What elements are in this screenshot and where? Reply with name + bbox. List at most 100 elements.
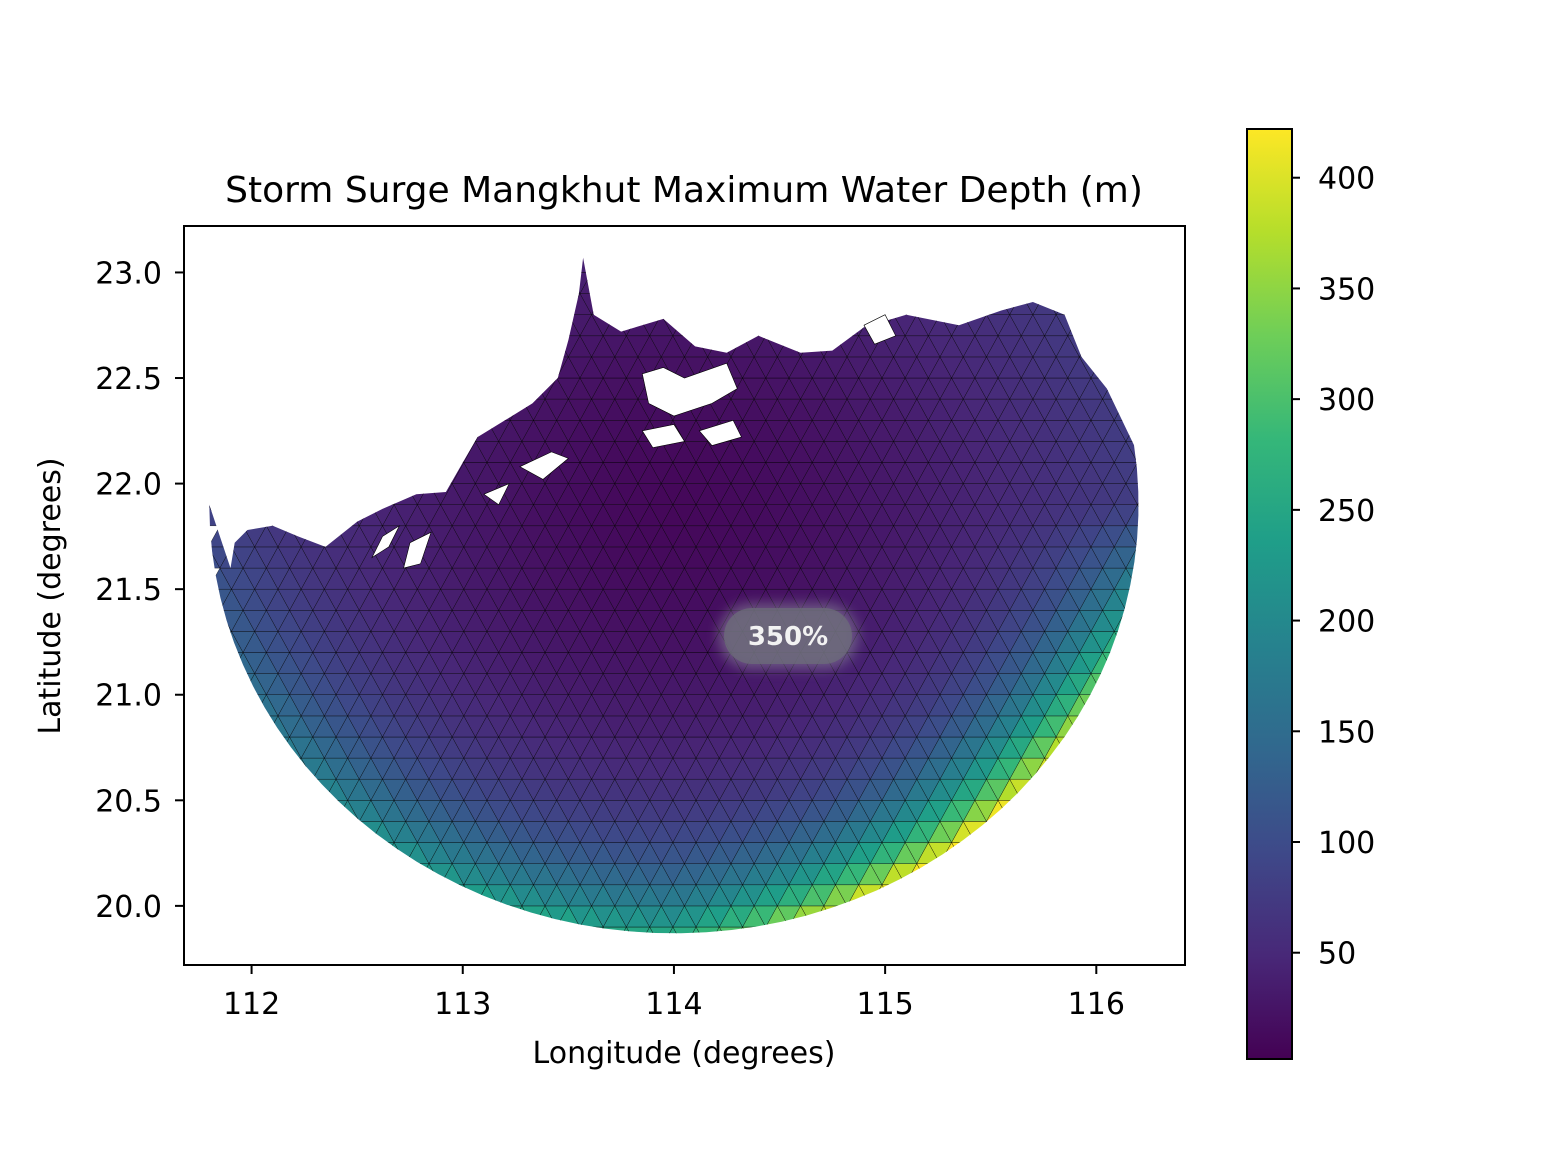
- mesh-cell: [1161, 294, 1184, 315]
- mesh-cell: [904, 271, 929, 294]
- zoom-indicator-text: 350%: [748, 622, 828, 652]
- mesh-cell: [231, 778, 256, 801]
- mesh-cell: [1161, 631, 1184, 652]
- mesh-cell: [440, 884, 465, 907]
- mesh-cell: [1161, 273, 1184, 294]
- mesh-cell: [544, 314, 569, 337]
- mesh-cell: [323, 483, 349, 505]
- mesh-cell: [1113, 398, 1138, 421]
- mesh-cell: [370, 271, 395, 294]
- mesh-cell: [1172, 716, 1195, 737]
- mesh-cell: [301, 230, 324, 251]
- mesh-cell: [358, 356, 383, 379]
- mesh-cell: [789, 209, 812, 230]
- mesh-cell: [209, 420, 232, 442]
- mesh-cell: [323, 504, 349, 527]
- mesh-cell: [1149, 737, 1172, 758]
- mesh-cell: [451, 905, 476, 928]
- mesh-cell: [242, 356, 267, 379]
- mesh-cell: [788, 314, 813, 337]
- mesh-cell: [1056, 209, 1079, 230]
- mesh-cell: [1113, 842, 1138, 865]
- mesh-cell: [1137, 293, 1139, 316]
- mesh-cell: [1161, 779, 1184, 800]
- mesh-cell: [300, 257, 325, 274]
- mesh-cell: [265, 504, 291, 527]
- mesh-cell: [962, 926, 987, 934]
- mesh-cell: [1149, 526, 1172, 547]
- mesh-cell: [1090, 715, 1115, 738]
- mesh-cell: [393, 863, 418, 886]
- mesh-cell: [231, 462, 256, 485]
- mesh-cell: [265, 461, 291, 484]
- mesh-cell: [499, 230, 522, 251]
- mesh-cell: [382, 257, 407, 273]
- mesh-cell: [254, 504, 279, 527]
- mesh-cell: [1149, 251, 1172, 272]
- mesh-cell: [626, 230, 649, 251]
- mesh-cell: [265, 257, 291, 273]
- mesh-cell: [254, 462, 279, 485]
- mesh-cell: [254, 820, 279, 843]
- mesh-cell: [974, 905, 999, 928]
- mesh-cell: [1184, 821, 1207, 842]
- mesh-cell: [718, 926, 744, 934]
- mesh-cell: [1067, 926, 1092, 934]
- mesh-cell: [997, 257, 1022, 274]
- mesh-cell: [277, 314, 302, 337]
- mesh-cell: [231, 884, 256, 907]
- mesh-cell: [1172, 885, 1195, 906]
- mesh-cell: [335, 841, 360, 864]
- mesh-cell: [824, 209, 847, 230]
- mesh-cell: [300, 483, 325, 505]
- mesh-cell: [1149, 610, 1172, 631]
- mesh-cell: [685, 209, 708, 230]
- mesh-cell: [358, 863, 383, 886]
- mesh-cell: [939, 905, 964, 928]
- mesh-cell: [707, 257, 732, 273]
- mesh-cell: [1137, 651, 1139, 674]
- mesh-cell: [823, 905, 848, 928]
- mesh-cell: [219, 694, 244, 717]
- mesh-cell: [591, 926, 616, 934]
- mesh-cell: [881, 905, 906, 928]
- mesh-cell: [660, 293, 685, 315]
- mesh-cell: [846, 272, 871, 295]
- mesh-cell: [242, 821, 267, 844]
- mesh-cell: [209, 820, 232, 843]
- mesh-cell: [289, 504, 314, 527]
- mesh-cell: [1067, 757, 1092, 780]
- mesh-cell: [416, 884, 442, 907]
- mesh-cell: [382, 461, 407, 484]
- mesh-cell: [209, 694, 232, 717]
- mesh-cell: [440, 335, 465, 358]
- mesh-cell: [265, 863, 291, 886]
- mesh-cell: [1172, 653, 1195, 674]
- mesh-cell: [742, 293, 767, 316]
- mesh-cell: [1113, 377, 1138, 400]
- mesh-cell: [661, 230, 684, 251]
- mesh-cell: [451, 314, 476, 337]
- mesh-cell: [1090, 884, 1115, 907]
- mesh-cell: [300, 356, 325, 379]
- y-tick-label: 20.0: [95, 890, 162, 925]
- mesh-cell: [788, 257, 813, 274]
- mesh-cell: [1009, 863, 1034, 886]
- mesh-cell: [323, 884, 349, 907]
- mesh-cell: [265, 356, 291, 379]
- mesh-cell: [951, 926, 976, 934]
- mesh-cell: [498, 926, 523, 934]
- mesh-cell: [1044, 863, 1069, 886]
- mesh-cell: [209, 736, 232, 759]
- mesh-cell: [428, 272, 453, 295]
- mesh-cell: [231, 420, 256, 442]
- mesh-cell: [451, 335, 476, 358]
- mesh-cell: [347, 398, 372, 421]
- mesh-cell: [335, 377, 360, 400]
- mesh-cell: [1184, 463, 1207, 484]
- mesh-cell: [323, 800, 349, 822]
- mesh-cell: [428, 926, 453, 934]
- mesh-cell: [544, 926, 569, 934]
- mesh-cell: [1149, 885, 1172, 906]
- mesh-cell: [660, 272, 685, 295]
